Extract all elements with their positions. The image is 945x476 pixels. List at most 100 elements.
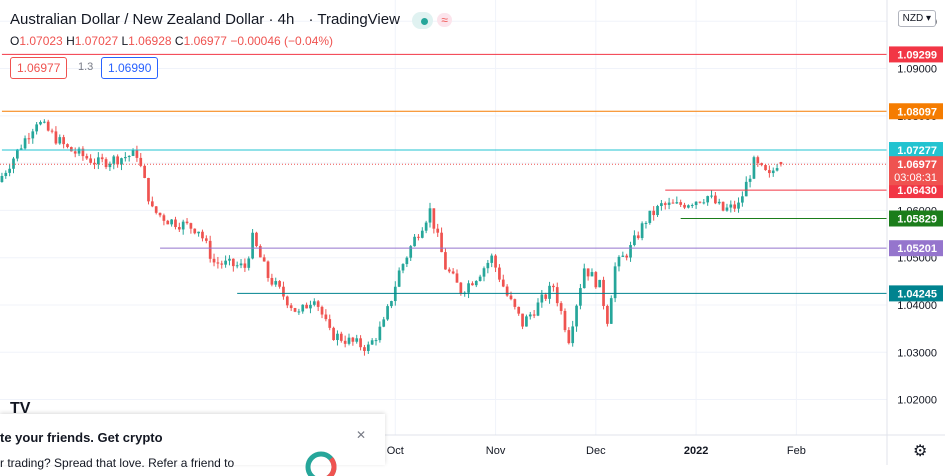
candle-body xyxy=(139,157,143,166)
tradingview-logo[interactable]: TV xyxy=(10,400,31,417)
candle-body xyxy=(501,279,505,287)
promo-text: r trading? Spread that love. Refer a fri… xyxy=(0,456,235,470)
candle xyxy=(81,146,85,161)
candle xyxy=(663,201,667,210)
candle-body xyxy=(332,327,335,341)
candle xyxy=(270,273,274,287)
price-chart[interactable]: 1.020001.030001.040001.050001.060001.070… xyxy=(0,0,945,465)
candle xyxy=(679,199,683,208)
candle xyxy=(108,161,112,171)
candle xyxy=(278,280,281,289)
candle xyxy=(598,279,602,288)
candle-body xyxy=(536,302,540,316)
candle-body xyxy=(359,338,362,348)
candle-body xyxy=(208,240,212,259)
buy-button[interactable]: 1.06990 xyxy=(101,57,159,79)
candle-body xyxy=(289,305,293,309)
candle-body xyxy=(27,138,31,140)
candle xyxy=(312,298,316,307)
candle xyxy=(123,152,127,162)
candle xyxy=(764,164,767,171)
promo-banner[interactable]: te your friends. Get crypto r trading? S… xyxy=(0,414,385,476)
candle xyxy=(513,298,517,310)
candle-body xyxy=(590,272,594,277)
candle xyxy=(262,254,266,262)
ohlc-legend: O1.07023 H1.07027 L1.06928 C1.06977 −0.0… xyxy=(10,34,333,48)
candle-body xyxy=(93,162,96,165)
candle xyxy=(204,235,208,244)
candle xyxy=(486,259,490,274)
candle xyxy=(316,299,320,312)
candle-body xyxy=(235,265,239,267)
candle xyxy=(609,295,613,325)
candle xyxy=(197,231,200,237)
candle xyxy=(8,163,11,177)
candle xyxy=(235,261,239,269)
candle-body xyxy=(532,314,536,316)
candle-body xyxy=(640,223,644,239)
candle xyxy=(247,256,251,271)
high-label: H xyxy=(66,34,75,48)
candle-body xyxy=(89,158,92,163)
candle xyxy=(351,336,355,346)
symbol-title[interactable]: Australian Dollar / New Zealand Dollar ·… xyxy=(10,11,295,28)
candle-body xyxy=(609,298,613,324)
candle xyxy=(702,199,706,205)
candle xyxy=(27,132,31,144)
candle-body xyxy=(644,222,648,224)
candle-body xyxy=(498,267,501,280)
candle xyxy=(297,308,301,315)
candle-body xyxy=(35,124,38,132)
candle xyxy=(525,314,528,327)
close-icon[interactable]: ✕ xyxy=(356,428,367,442)
candle xyxy=(324,309,328,322)
candle-body xyxy=(729,204,733,208)
candle xyxy=(374,337,378,346)
candle xyxy=(143,164,146,179)
candle-body xyxy=(714,195,717,204)
candle xyxy=(4,170,8,179)
candle-body xyxy=(660,203,663,207)
candle xyxy=(31,128,35,144)
candle xyxy=(636,231,640,240)
spread-value: 1.3 xyxy=(78,61,94,73)
candle xyxy=(12,156,15,174)
wave-icon[interactable]: ≈ xyxy=(437,13,452,28)
candle-body xyxy=(81,148,85,157)
candle-body xyxy=(552,285,555,288)
candle-body xyxy=(737,202,740,209)
candle-body xyxy=(324,314,328,320)
low-label: L xyxy=(121,34,129,48)
candle xyxy=(266,260,270,282)
candle xyxy=(432,208,436,234)
sell-button[interactable]: 1.06977 xyxy=(10,57,68,79)
candle xyxy=(274,277,278,287)
close-label: C xyxy=(174,34,184,48)
candle xyxy=(756,155,760,167)
candle-body xyxy=(768,170,771,174)
candle-body xyxy=(540,294,544,303)
candle xyxy=(471,281,474,286)
candle-body xyxy=(43,121,46,123)
currency-selector[interactable]: NZD ▾ xyxy=(897,10,936,27)
candle xyxy=(478,274,482,282)
candle xyxy=(775,163,779,172)
candle-body xyxy=(779,162,783,165)
candle-body xyxy=(702,202,706,204)
candle-body xyxy=(31,131,35,139)
candle xyxy=(397,267,401,288)
candle-body xyxy=(582,268,586,289)
candle-body xyxy=(116,156,119,165)
candle-body xyxy=(135,149,139,158)
open-value: 1.07023 xyxy=(19,34,63,48)
candle-body xyxy=(417,236,420,238)
candle-body xyxy=(185,221,189,224)
candle-body xyxy=(4,172,8,177)
settings-gear-icon[interactable]: ⚙ xyxy=(913,443,928,460)
level-price-label: 1.04245 xyxy=(897,288,937,300)
market-status-badge[interactable] xyxy=(412,11,434,29)
candle-body xyxy=(336,333,339,341)
candle-body xyxy=(312,301,316,305)
currency-label: NZD xyxy=(902,13,924,24)
candle-body xyxy=(509,295,513,300)
